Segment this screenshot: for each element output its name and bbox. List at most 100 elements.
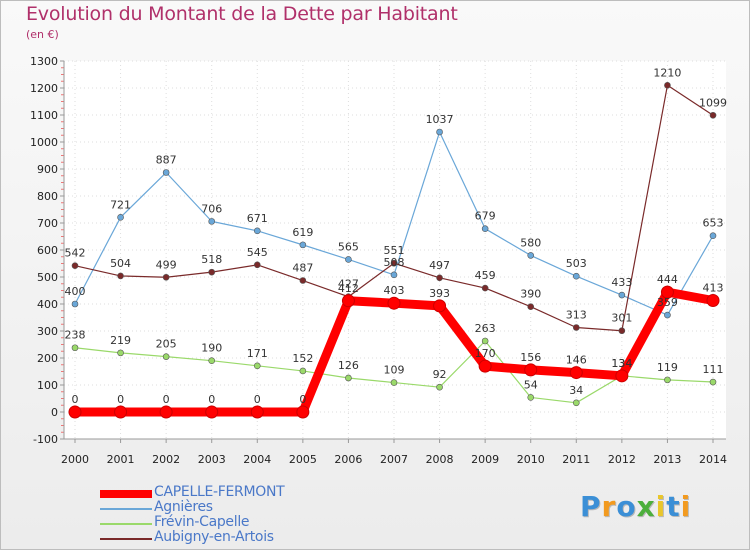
data-label: 706 — [201, 202, 222, 215]
data-label: 34 — [569, 384, 583, 397]
legend-swatch — [100, 508, 152, 510]
data-point — [117, 214, 124, 221]
x-tick-label: 2014 — [699, 453, 727, 466]
x-tick-label: 2004 — [243, 453, 271, 466]
data-point — [709, 378, 717, 386]
legend-swatch — [100, 538, 152, 540]
data-label: 679 — [475, 210, 496, 223]
data-label: 433 — [611, 276, 632, 289]
data-point — [162, 273, 170, 281]
data-label: 1037 — [426, 113, 454, 126]
data-point — [299, 277, 307, 284]
data-point — [436, 128, 443, 136]
proxiti-logo[interactable]: Proxiti — [580, 490, 692, 523]
data-point — [481, 284, 489, 292]
data-label: 400 — [65, 285, 86, 298]
legend-label: CAPELLE-FERMONT — [154, 484, 285, 500]
data-label: 1210 — [653, 66, 681, 79]
data-label: 0 — [208, 393, 215, 406]
data-label: 171 — [247, 347, 268, 360]
data-point — [572, 324, 580, 331]
y-tick-label: 300 — [37, 325, 58, 338]
data-point — [436, 383, 443, 391]
data-point — [390, 379, 398, 386]
data-point — [390, 271, 398, 279]
legend-swatch — [100, 490, 152, 498]
data-label: 671 — [247, 212, 268, 225]
data-point — [615, 369, 629, 383]
data-point — [68, 405, 82, 419]
data-label: 238 — [65, 329, 86, 342]
data-label: 0 — [72, 393, 79, 406]
data-label: 427 — [338, 278, 359, 291]
data-label: 152 — [292, 352, 313, 365]
data-point — [341, 294, 355, 308]
data-label: 190 — [201, 342, 222, 355]
data-point — [387, 296, 401, 310]
data-label: 109 — [384, 364, 405, 377]
data-label: 503 — [566, 257, 587, 270]
data-point — [162, 169, 170, 176]
data-point — [71, 262, 79, 269]
data-point — [569, 366, 583, 380]
data-label: 54 — [524, 378, 538, 391]
data-point — [390, 259, 398, 267]
x-tick-label: 2007 — [380, 453, 408, 466]
data-point — [345, 374, 352, 382]
data-point — [664, 311, 671, 319]
y-tick-label: 500 — [37, 271, 58, 284]
data-label: 111 — [703, 363, 724, 376]
data-label: 313 — [566, 308, 587, 321]
data-label: 887 — [156, 154, 177, 167]
y-tick-label: -100 — [33, 433, 58, 446]
x-tick-label: 2011 — [562, 453, 590, 466]
data-label: 146 — [566, 354, 587, 367]
legend-label: Frévin-Capelle — [154, 514, 250, 530]
data-label: 551 — [384, 244, 405, 257]
data-label: 0 — [254, 393, 261, 406]
x-tick-label: 2009 — [471, 453, 499, 466]
data-point — [250, 405, 264, 419]
data-label: 508 — [384, 256, 405, 269]
data-point — [345, 256, 352, 263]
x-tick-label: 2008 — [426, 453, 454, 466]
data-point — [709, 111, 717, 119]
data-point — [71, 300, 79, 308]
data-point — [253, 362, 261, 370]
data-label: 156 — [520, 351, 541, 364]
data-label: 497 — [429, 259, 450, 272]
data-label: 487 — [292, 262, 313, 275]
data-label: 580 — [520, 236, 541, 249]
data-label: 134 — [611, 357, 632, 370]
chart-subtitle: (en €) — [26, 28, 59, 41]
data-point — [527, 252, 535, 259]
x-tick-label: 2006 — [334, 453, 362, 466]
data-label: 126 — [338, 359, 359, 372]
data-label: 263 — [475, 322, 496, 335]
legend-label: Aubigny-en-Artois — [154, 529, 274, 545]
y-tick-label: 900 — [37, 163, 58, 176]
data-label: 1099 — [699, 96, 727, 109]
axes: -100010020030040050060070080090010001100… — [30, 55, 727, 466]
y-tick-label: 800 — [37, 190, 58, 203]
data-label: 518 — [201, 253, 222, 266]
data-point — [618, 327, 626, 335]
data-label: 459 — [475, 269, 496, 282]
data-label: 565 — [338, 240, 359, 253]
x-tick-label: 2013 — [653, 453, 681, 466]
data-label: 92 — [433, 368, 447, 381]
data-label: 119 — [657, 361, 678, 374]
data-label: 134 — [611, 357, 632, 370]
data-label: 0 — [163, 393, 170, 406]
y-tick-label: 200 — [37, 352, 58, 365]
x-tick-label: 2002 — [152, 453, 180, 466]
data-label: 619 — [292, 226, 313, 239]
y-tick-label: 1100 — [30, 109, 58, 122]
data-point — [299, 367, 307, 375]
data-point — [159, 405, 173, 419]
x-tick-label: 2001 — [107, 453, 135, 466]
data-label: 359 — [657, 296, 678, 309]
data-point — [208, 218, 216, 225]
data-point — [481, 337, 489, 345]
